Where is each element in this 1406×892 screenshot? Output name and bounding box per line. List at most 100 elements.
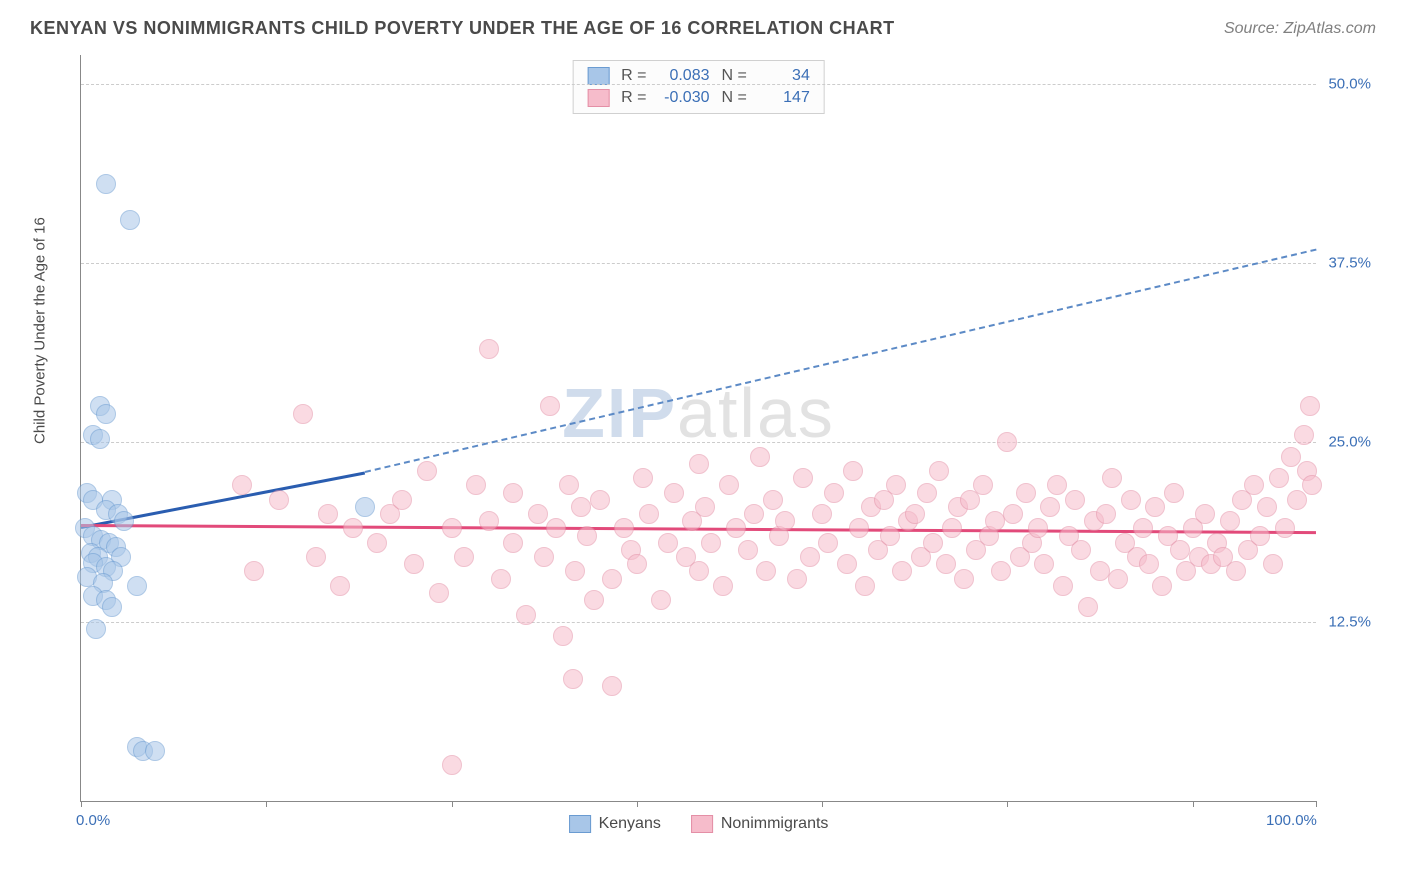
data-point-nonimmigrants xyxy=(232,475,252,495)
data-point-nonimmigrants xyxy=(886,475,906,495)
y-tick-label: 50.0% xyxy=(1328,75,1371,92)
data-point-nonimmigrants xyxy=(1034,554,1054,574)
data-point-nonimmigrants xyxy=(991,561,1011,581)
data-point-nonimmigrants xyxy=(713,576,733,596)
swatch-nonimmigrants-bottom xyxy=(691,815,713,833)
x-tick-mark xyxy=(452,801,453,807)
x-tick-mark xyxy=(81,801,82,807)
gridline xyxy=(81,622,1316,623)
data-point-nonimmigrants xyxy=(639,504,659,524)
data-point-kenyans xyxy=(355,497,375,517)
data-point-nonimmigrants xyxy=(1133,518,1153,538)
data-point-nonimmigrants xyxy=(942,518,962,538)
data-point-nonimmigrants xyxy=(936,554,956,574)
data-point-nonimmigrants xyxy=(1281,447,1301,467)
data-point-nonimmigrants xyxy=(1275,518,1295,538)
data-point-nonimmigrants xyxy=(1170,540,1190,560)
data-point-nonimmigrants xyxy=(744,504,764,524)
data-point-nonimmigrants xyxy=(738,540,758,560)
data-point-nonimmigrants xyxy=(1065,490,1085,510)
data-point-nonimmigrants xyxy=(726,518,746,538)
chart-title: KENYAN VS NONIMMIGRANTS CHILD POVERTY UN… xyxy=(30,18,895,39)
data-point-nonimmigrants xyxy=(466,475,486,495)
data-point-nonimmigrants xyxy=(559,475,579,495)
data-point-kenyans xyxy=(96,404,116,424)
data-point-nonimmigrants xyxy=(849,518,869,538)
data-point-nonimmigrants xyxy=(1053,576,1073,596)
data-point-nonimmigrants xyxy=(1016,483,1036,503)
source-attribution: Source: ZipAtlas.com xyxy=(1224,20,1376,38)
x-tick-label: 0.0% xyxy=(76,812,110,829)
data-point-nonimmigrants xyxy=(1071,540,1091,560)
data-point-nonimmigrants xyxy=(269,490,289,510)
chart-container: Child Poverty Under the Age of 16 ZIPatl… xyxy=(50,55,1376,832)
data-point-nonimmigrants xyxy=(1152,576,1172,596)
data-point-nonimmigrants xyxy=(404,554,424,574)
data-point-nonimmigrants xyxy=(318,504,338,524)
data-point-nonimmigrants xyxy=(1195,504,1215,524)
data-point-kenyans xyxy=(120,210,140,230)
data-point-nonimmigrants xyxy=(750,447,770,467)
y-tick-label: 37.5% xyxy=(1328,255,1371,272)
data-point-nonimmigrants xyxy=(689,561,709,581)
series-legend: Kenyans Nonimmigrants xyxy=(569,815,829,833)
data-point-nonimmigrants xyxy=(985,511,1005,531)
data-point-nonimmigrants xyxy=(1096,504,1116,524)
data-point-nonimmigrants xyxy=(602,676,622,696)
data-point-nonimmigrants xyxy=(1164,483,1184,503)
data-point-nonimmigrants xyxy=(571,497,591,517)
data-point-nonimmigrants xyxy=(565,561,585,581)
data-point-nonimmigrants xyxy=(584,590,604,610)
x-tick-mark xyxy=(822,801,823,807)
data-point-nonimmigrants xyxy=(528,504,548,524)
data-point-nonimmigrants xyxy=(614,518,634,538)
data-point-nonimmigrants xyxy=(1145,497,1165,517)
data-point-nonimmigrants xyxy=(479,511,499,531)
data-point-nonimmigrants xyxy=(429,583,449,603)
swatch-nonimmigrants xyxy=(587,89,609,107)
data-point-nonimmigrants xyxy=(1003,504,1023,524)
data-point-nonimmigrants xyxy=(787,569,807,589)
data-point-nonimmigrants xyxy=(1028,518,1048,538)
legend-item-nonimmigrants: Nonimmigrants xyxy=(691,815,829,833)
data-point-nonimmigrants xyxy=(1287,490,1307,510)
data-point-nonimmigrants xyxy=(719,475,739,495)
data-point-nonimmigrants xyxy=(824,483,844,503)
swatch-kenyans-bottom xyxy=(569,815,591,833)
data-point-nonimmigrants xyxy=(843,461,863,481)
data-point-nonimmigrants xyxy=(658,533,678,553)
data-point-kenyans xyxy=(86,619,106,639)
data-point-nonimmigrants xyxy=(775,511,795,531)
data-point-nonimmigrants xyxy=(1102,468,1122,488)
data-point-nonimmigrants xyxy=(1300,396,1320,416)
data-point-nonimmigrants xyxy=(1078,597,1098,617)
data-point-nonimmigrants xyxy=(929,461,949,481)
y-tick-label: 25.0% xyxy=(1328,434,1371,451)
data-point-nonimmigrants xyxy=(1108,569,1128,589)
data-point-nonimmigrants xyxy=(293,404,313,424)
x-tick-mark xyxy=(1316,801,1317,807)
data-point-nonimmigrants xyxy=(590,490,610,510)
data-point-kenyans xyxy=(96,174,116,194)
data-point-nonimmigrants xyxy=(917,483,937,503)
data-point-kenyans xyxy=(114,511,134,531)
x-tick-mark xyxy=(637,801,638,807)
correlation-legend: R = 0.083 N = 34 R = -0.030 N = 147 xyxy=(572,60,825,114)
data-point-nonimmigrants xyxy=(367,533,387,553)
swatch-kenyans xyxy=(587,67,609,85)
legend-row-nonimmigrants: R = -0.030 N = 147 xyxy=(587,87,810,109)
data-point-nonimmigrants xyxy=(800,547,820,567)
data-point-nonimmigrants xyxy=(1250,526,1270,546)
watermark: ZIPatlas xyxy=(562,373,835,453)
data-point-nonimmigrants xyxy=(1263,554,1283,574)
data-point-nonimmigrants xyxy=(689,454,709,474)
data-point-nonimmigrants xyxy=(701,533,721,553)
y-tick-label: 12.5% xyxy=(1328,613,1371,630)
data-point-nonimmigrants xyxy=(563,669,583,689)
data-point-nonimmigrants xyxy=(553,626,573,646)
data-point-nonimmigrants xyxy=(818,533,838,553)
data-point-nonimmigrants xyxy=(1294,425,1314,445)
gridline xyxy=(81,84,1316,85)
data-point-nonimmigrants xyxy=(306,547,326,567)
data-point-nonimmigrants xyxy=(392,490,412,510)
